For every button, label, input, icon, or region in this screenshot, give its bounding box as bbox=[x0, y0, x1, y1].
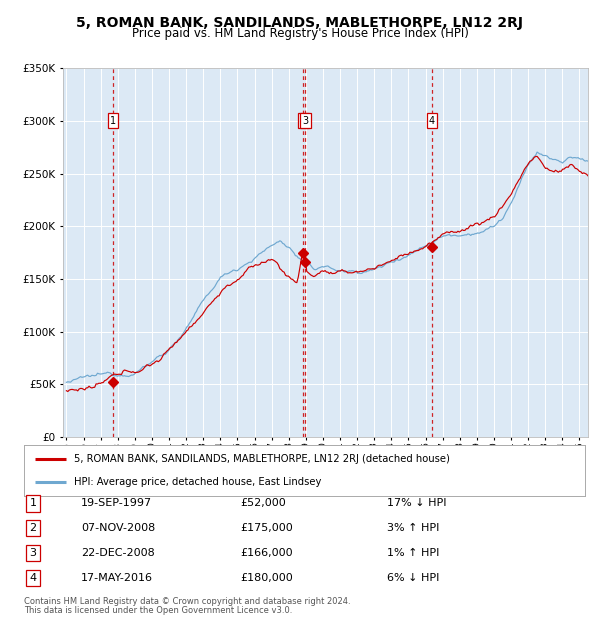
Text: 2: 2 bbox=[300, 115, 307, 126]
Text: £175,000: £175,000 bbox=[240, 523, 293, 533]
Text: 1: 1 bbox=[29, 498, 37, 508]
Text: 3% ↑ HPI: 3% ↑ HPI bbox=[387, 523, 439, 533]
Text: Price paid vs. HM Land Registry's House Price Index (HPI): Price paid vs. HM Land Registry's House … bbox=[131, 27, 469, 40]
Text: 3: 3 bbox=[29, 548, 37, 558]
Text: £52,000: £52,000 bbox=[240, 498, 286, 508]
Text: £166,000: £166,000 bbox=[240, 548, 293, 558]
Text: 1: 1 bbox=[110, 115, 116, 126]
Text: This data is licensed under the Open Government Licence v3.0.: This data is licensed under the Open Gov… bbox=[24, 606, 292, 615]
Text: 5, ROMAN BANK, SANDILANDS, MABLETHORPE, LN12 2RJ: 5, ROMAN BANK, SANDILANDS, MABLETHORPE, … bbox=[77, 16, 523, 30]
Text: 2: 2 bbox=[29, 523, 37, 533]
Text: HPI: Average price, detached house, East Lindsey: HPI: Average price, detached house, East… bbox=[74, 477, 322, 487]
Text: 5, ROMAN BANK, SANDILANDS, MABLETHORPE, LN12 2RJ (detached house): 5, ROMAN BANK, SANDILANDS, MABLETHORPE, … bbox=[74, 454, 451, 464]
Text: 1% ↑ HPI: 1% ↑ HPI bbox=[387, 548, 439, 558]
Text: 07-NOV-2008: 07-NOV-2008 bbox=[81, 523, 155, 533]
Text: 3: 3 bbox=[302, 115, 308, 126]
Text: 17-MAY-2016: 17-MAY-2016 bbox=[81, 573, 153, 583]
Text: Contains HM Land Registry data © Crown copyright and database right 2024.: Contains HM Land Registry data © Crown c… bbox=[24, 597, 350, 606]
Text: 17% ↓ HPI: 17% ↓ HPI bbox=[387, 498, 446, 508]
Text: £180,000: £180,000 bbox=[240, 573, 293, 583]
Text: 6% ↓ HPI: 6% ↓ HPI bbox=[387, 573, 439, 583]
Text: 22-DEC-2008: 22-DEC-2008 bbox=[81, 548, 155, 558]
Text: 4: 4 bbox=[429, 115, 435, 126]
Text: 4: 4 bbox=[29, 573, 37, 583]
Text: 19-SEP-1997: 19-SEP-1997 bbox=[81, 498, 152, 508]
